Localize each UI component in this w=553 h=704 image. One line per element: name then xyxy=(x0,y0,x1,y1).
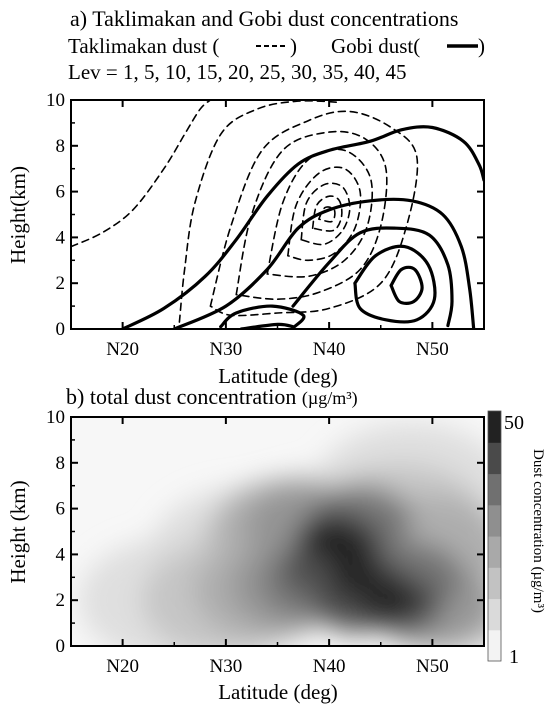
gobi-contour-5 xyxy=(353,244,437,324)
panel-a-ytick-label-0: 0 xyxy=(56,319,66,340)
panel-a-title: a) Taklimakan and Gobi dust concentratio… xyxy=(70,6,458,31)
gobi-contour-3 xyxy=(239,322,295,329)
panel-b-heatmap xyxy=(79,422,484,646)
legend-taklimakan-close: ) xyxy=(290,34,297,58)
panel-b-title: b) total dust concentration (µg/m³) xyxy=(66,384,358,409)
panel-b-xlabel: Latitude (deg) xyxy=(218,680,338,704)
colorbar-segment-2 xyxy=(488,567,501,600)
gobi-contour-4 xyxy=(291,226,454,328)
legend-gobi-label: Gobi dust( xyxy=(331,34,420,58)
colorbar-segment-1 xyxy=(488,598,501,631)
gobi-contour-6 xyxy=(389,265,424,305)
panel-b-ytick-label-4: 8 xyxy=(56,453,66,474)
colorbar-segment-3 xyxy=(488,536,501,568)
panel-b-axes: N20 N30 N40 N50 0 2 4 6 8 10 xyxy=(46,407,485,677)
taklimakan-contour-2 xyxy=(209,110,419,317)
taklimakan-contour-8 xyxy=(318,206,336,223)
panel-a-ylabel: Height(km) xyxy=(6,166,30,264)
panel-a-legend: Taklimakan dust ( ) Gobi dust( ) Lev = 1… xyxy=(68,34,485,84)
legend-gobi-close: ) xyxy=(478,34,485,58)
panel-a-xtick-label-3: N50 xyxy=(416,339,449,360)
taklimakan-contour-7 xyxy=(311,195,343,232)
dust-cell-33 xyxy=(300,515,359,558)
gobi-contour-2 xyxy=(219,304,306,329)
panel-b-xtick-label-2: N40 xyxy=(313,656,346,677)
taklimakan-contour-3 xyxy=(235,130,388,301)
panel-a-ytick-label-5: 10 xyxy=(46,90,65,111)
colorbar-segment-6 xyxy=(488,442,501,475)
panel-b-ytick-label-0: 0 xyxy=(56,636,66,657)
panel-a-ytick-label-1: 2 xyxy=(56,273,66,294)
panel-a-xtick-label-2: N40 xyxy=(313,339,346,360)
colorbar-title: Dust concentration (µg/m³) xyxy=(530,449,546,613)
panel-b-xtick-label-3: N50 xyxy=(416,656,449,677)
colorbar-min-label: 1 xyxy=(509,646,519,668)
panel-a-axes: N20 N30 N40 N50 0 2 4 6 8 10 xyxy=(46,90,485,360)
contour-levels-text: Lev = 1, 5, 10, 15, 20, 25, 30, 35, 40, … xyxy=(68,60,407,84)
taklimakan-contour-1 xyxy=(178,100,341,323)
panel-b-xtick-label-0: N20 xyxy=(106,656,139,677)
panel-a-ytick-label-4: 8 xyxy=(56,136,66,157)
colorbar-segment-4 xyxy=(488,504,501,537)
colorbar-outline xyxy=(487,410,502,662)
panel-a-ytick-label-2: 4 xyxy=(56,227,66,248)
panel-a-xlabel: Latitude (deg) xyxy=(218,364,338,388)
taklimakan-contour-6 xyxy=(300,182,351,246)
colorbar-max-label: 50 xyxy=(504,412,524,434)
panel-a-frame xyxy=(70,99,485,330)
colorbar-segment-7 xyxy=(488,411,501,443)
colorbar-segment-5 xyxy=(488,473,501,506)
panel-b-ytick-label-2: 4 xyxy=(56,544,66,565)
panel-b-ytick-label-3: 6 xyxy=(56,499,66,520)
taklimakan-contour-0 xyxy=(71,100,212,248)
colorbar-segment-0 xyxy=(488,629,501,662)
taklimakan-contour-5 xyxy=(287,166,362,262)
colorbar xyxy=(487,410,502,662)
legend-taklimakan-label: Taklimakan dust ( xyxy=(68,34,219,58)
panel-a-contours xyxy=(71,100,484,329)
gobi-contour-1 xyxy=(172,197,476,329)
panel-a-xtick-label-0: N20 xyxy=(106,339,139,360)
panel-b-ytick-label-5: 10 xyxy=(46,407,65,428)
gobi-contour-0 xyxy=(121,125,484,329)
dust-cell-32 xyxy=(362,579,421,622)
panel-a-xtick-label-1: N30 xyxy=(210,339,243,360)
panel-a-ytick-label-3: 6 xyxy=(56,182,66,203)
panel-b-ylabel: Height (km) xyxy=(6,480,30,583)
panel-b-xtick-label-1: N30 xyxy=(210,656,243,677)
panel-b-ytick-label-1: 2 xyxy=(56,590,66,611)
